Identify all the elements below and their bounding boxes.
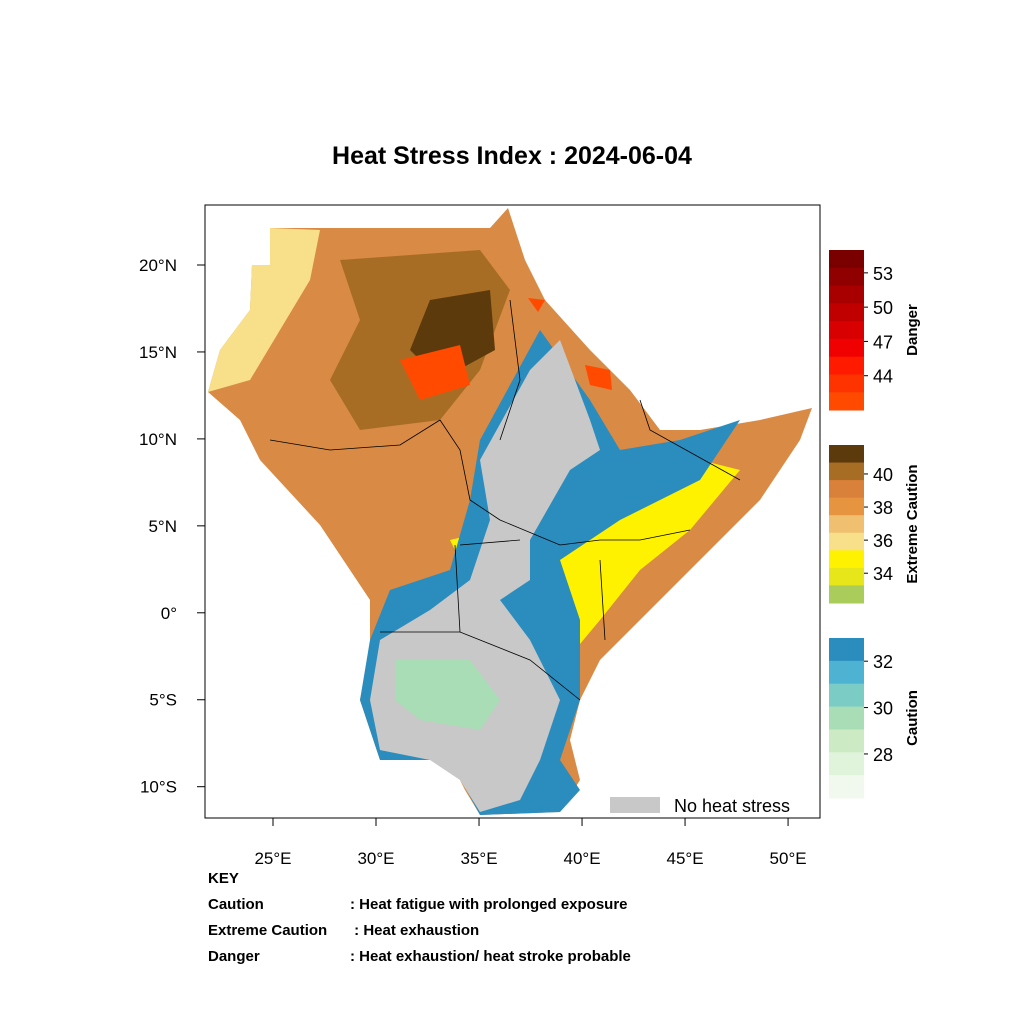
colorbar-tick-label: 34 [873, 564, 893, 584]
colorbar-segment [829, 374, 864, 393]
key-description: : Heat exhaustion [350, 922, 479, 939]
colorbar-tick-label: 30 [873, 699, 893, 719]
colorbar-segment [829, 585, 864, 604]
colorbar-segment [829, 550, 864, 569]
x-tick-label: 30°E [357, 849, 394, 868]
colorbar-segment [829, 480, 864, 499]
colorbar-segment [829, 250, 864, 269]
colorbar-segment [829, 356, 864, 375]
colorbar-segment [829, 752, 864, 776]
x-tick-label: 50°E [770, 849, 807, 868]
key-description: : Heat fatigue with prolonged exposure [350, 896, 628, 913]
x-tick-label: 35°E [460, 849, 497, 868]
legend-label: No heat stress [674, 796, 790, 816]
colorbar-tick-label: 47 [873, 332, 893, 352]
colorbar-tick-label: 32 [873, 652, 893, 672]
key-term: Danger [208, 948, 260, 965]
colorbar-segment [829, 683, 864, 708]
map-title: Heat Stress Index : 2024-06-04 [332, 142, 692, 170]
colorbar-segment [829, 660, 864, 685]
y-tick-label: 5°N [148, 517, 177, 536]
x-tick-label: 25°E [254, 849, 291, 868]
colorbar-tick-label: 44 [873, 367, 893, 387]
colorbar-segment [829, 392, 864, 411]
colorbar-title: Extreme Caution [904, 464, 921, 583]
colorbar-segment [829, 462, 864, 481]
colorbar-segment [829, 515, 864, 534]
colorbar-tick-label: 50 [873, 298, 893, 318]
colorbar-tick-label: 53 [873, 264, 893, 284]
colorbar-segment [829, 338, 864, 358]
colorbar-segment [829, 497, 864, 516]
colorbar-segment [829, 567, 864, 586]
land-danger [400, 298, 612, 400]
colorbar-segment [829, 321, 864, 340]
land-mild [208, 228, 320, 392]
key-description: : Heat exhaustion/ heat stroke probable [350, 948, 631, 965]
colorbar-segment [829, 445, 864, 464]
y-tick-label: 5°S [149, 691, 177, 710]
colorbar-tick-label: 28 [873, 745, 893, 765]
y-tick-label: 0° [161, 604, 177, 623]
key-term: Extreme Caution [208, 922, 327, 939]
y-tick-label: 15°N [139, 343, 177, 362]
colorbar-tick-label: 40 [873, 465, 893, 485]
colorbar-title: Danger [904, 304, 921, 356]
colorbar-segment [829, 285, 864, 304]
x-tick-label: 40°E [564, 849, 601, 868]
colorbar-segment [829, 638, 864, 662]
legend-swatch [610, 797, 660, 813]
map-area: No heat stress [208, 208, 812, 816]
borders [269, 299, 741, 701]
colorbar-segment [829, 729, 864, 753]
key-term: Caution [208, 896, 264, 913]
key: KEY Caution : Heat fatigue with prolonged… [208, 870, 631, 965]
map-frame [204, 204, 821, 819]
colorbar-segment [829, 532, 864, 551]
x-tick-label: 45°E [667, 849, 704, 868]
land-caution [395, 660, 500, 730]
colorbar-segment [829, 775, 864, 799]
y-tick-label: 20°N [139, 256, 177, 275]
key-heading: KEY [208, 870, 239, 887]
colorbar-tick-label: 38 [873, 498, 893, 518]
land-yellow [450, 460, 740, 650]
colorbar-segment [829, 303, 864, 322]
colorbar-title: Caution [904, 690, 921, 746]
colorbar-segment [829, 706, 864, 730]
colorbar-tick-label: 36 [873, 531, 893, 551]
y-tick-label: 10°S [140, 778, 177, 797]
y-tick-label: 10°N [139, 430, 177, 449]
colorbar-segment [829, 267, 864, 287]
